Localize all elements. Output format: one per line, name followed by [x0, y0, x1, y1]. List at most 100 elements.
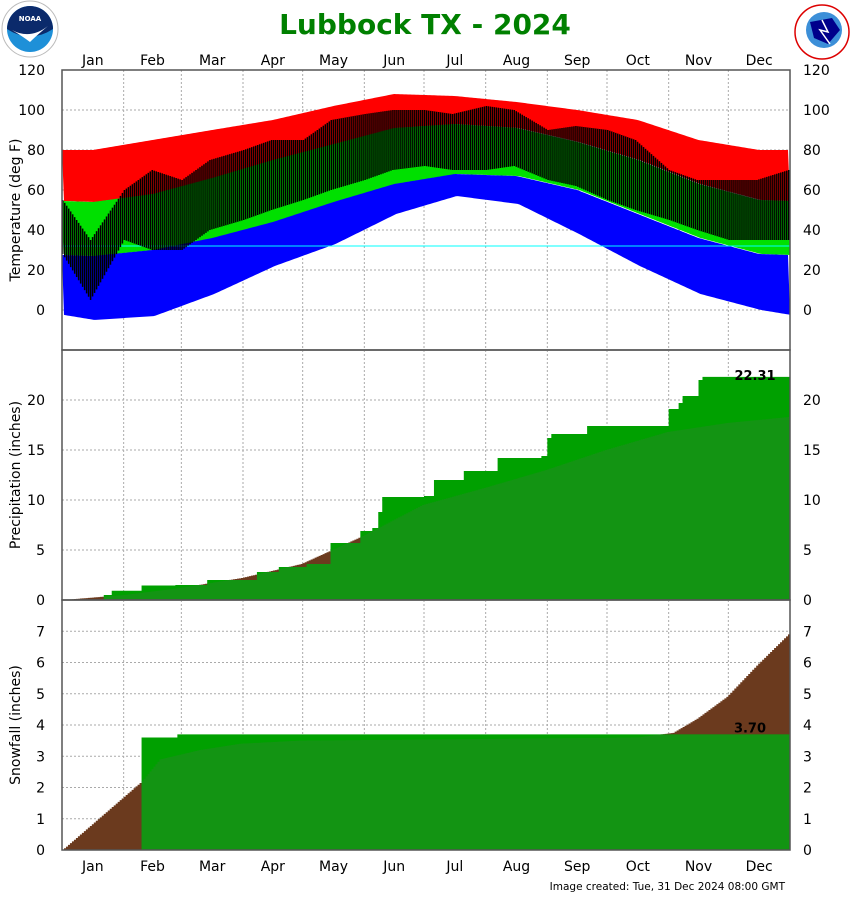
observed-temp-bar [505, 108, 508, 168]
observed-temp-bar [266, 141, 269, 212]
observed-temp-bar [686, 176, 689, 227]
observed-temp-bar [571, 126, 573, 186]
observed-temp-bar [183, 178, 185, 249]
observed-temp-bar [326, 122, 329, 192]
chart-title: Lubbock TX - 2024 [279, 8, 571, 41]
observed-temp-bar [426, 110, 428, 167]
observed-temp-bar [244, 149, 247, 220]
y-tick-left: 5 [36, 543, 45, 559]
observed-temp-bar [342, 117, 344, 187]
observed-temp-bar [658, 161, 661, 218]
observed-temp-bar [258, 144, 261, 215]
y-tick-left: 2 [36, 781, 45, 797]
observed-temp-bar [521, 114, 523, 170]
y-tick-left: 5 [36, 687, 45, 703]
observed-temp-bar [708, 180, 710, 234]
y-axis-label: Snowfall (inches) [8, 665, 24, 785]
month-label-top: Apr [261, 53, 285, 69]
observed-temp-bar [646, 150, 649, 214]
observed-temp-bar [101, 222, 104, 279]
observed-temp-bar [424, 110, 426, 166]
observed-temp-bar [774, 174, 776, 240]
observed-temp-bar [776, 173, 778, 240]
observed-temp-bar [573, 126, 575, 186]
observed-temp-bar [320, 127, 323, 194]
observed-temp-bar [175, 178, 177, 250]
observed-temp-bar [374, 112, 376, 177]
month-label-top: Oct [626, 53, 651, 69]
observed-temp-bar [358, 115, 360, 182]
observed-temp-bar [89, 240, 92, 300]
observed-temp-bar [157, 172, 159, 250]
y-tick-right: 0 [803, 593, 812, 609]
observed-temp-bar [746, 180, 748, 240]
observed-temp-bar [660, 162, 663, 218]
observed-temp-bar [664, 166, 667, 219]
observed-temp-bar [463, 111, 466, 170]
y-tick-left: 15 [27, 443, 45, 459]
observed-temp-bar [734, 180, 736, 240]
observed-temp-bar [605, 129, 607, 200]
observed-temp-bar [563, 127, 565, 184]
observed-temp-bar [73, 217, 76, 274]
observed-temp-bar [276, 140, 279, 209]
observed-temp-bar [410, 110, 412, 168]
observed-temp-bar [523, 115, 525, 171]
y-tick-left: 0 [36, 303, 45, 319]
observed-temp-bar [392, 110, 394, 170]
observed-temp-bar [107, 213, 110, 269]
month-label-top: Jul [445, 53, 463, 69]
observed-temp-bar [654, 157, 657, 216]
noaa-logo-text: NOAA [19, 15, 42, 23]
observed-temp-bar [75, 220, 78, 277]
observed-temp-bar [404, 110, 406, 169]
observed-temp-bar [298, 140, 301, 202]
observed-temp-bar [207, 161, 209, 232]
month-label-top: Dec [746, 53, 773, 69]
y-tick-left: 10 [27, 493, 45, 509]
observed-temp-bar [668, 170, 671, 220]
observed-temp-bar [441, 112, 444, 169]
observed-temp-bar [459, 112, 462, 170]
observed-temp-bar [768, 176, 770, 240]
observed-temp-bar [121, 192, 124, 244]
observed-temp-bar [394, 110, 396, 170]
observed-temp-bar [324, 124, 327, 193]
observed-temp-bar [366, 113, 368, 180]
observed-temp-bar [780, 172, 782, 240]
observed-temp-bar [348, 116, 350, 185]
observed-temp-bar [553, 129, 555, 182]
observed-temp-bar [231, 153, 233, 224]
observed-temp-bar [511, 109, 514, 167]
observed-temp-bar [589, 127, 591, 193]
observed-temp-bar [181, 180, 183, 250]
observed-temp-bar [772, 175, 774, 240]
observed-temp-bar [525, 117, 527, 171]
observed-temp-bar [350, 116, 352, 185]
observed-temp-bar [585, 127, 587, 191]
observed-temp-bar [555, 128, 557, 182]
observed-temp-bar [720, 180, 722, 238]
observed-temp-bar [652, 155, 655, 216]
observed-temp-bar [151, 170, 153, 250]
observed-temp-bar [587, 127, 589, 192]
observed-temp-bar [690, 177, 693, 228]
observed-temp-bar [764, 177, 766, 240]
month-label-bottom: May [319, 859, 348, 875]
observed-temp-bar [215, 158, 217, 229]
observed-temp-bar [501, 108, 504, 168]
observed-temp-bar [223, 155, 225, 226]
observed-temp-bar [274, 140, 277, 209]
observed-temp-bar [680, 174, 683, 225]
observed-temp-bar [710, 180, 712, 235]
observed-temp-bar [209, 160, 211, 230]
observed-temp-bar [497, 107, 500, 169]
observed-temp-bar [529, 119, 531, 173]
month-label-top: May [319, 53, 348, 69]
observed-total-label: 22.31 [734, 369, 775, 384]
observed-temp-bar [145, 174, 148, 248]
observed-temp-bar [489, 106, 492, 170]
observed-temp-bar [481, 106, 484, 170]
y-tick-right: 5 [803, 543, 812, 559]
observed-temp-bar [99, 225, 102, 283]
